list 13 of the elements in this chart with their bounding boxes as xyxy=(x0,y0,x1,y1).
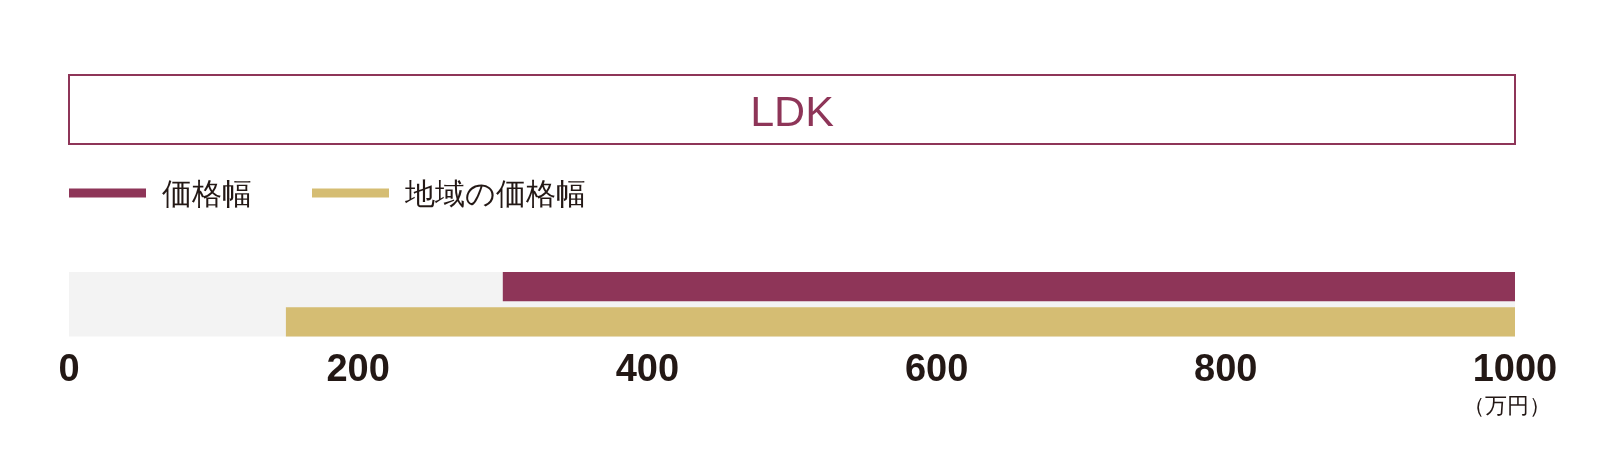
x-tick-label: 800 xyxy=(1194,347,1258,389)
legend-label: 地域の価格幅 xyxy=(404,177,586,210)
x-tick-label: 200 xyxy=(326,347,390,389)
legend-item: 価格幅 xyxy=(69,177,252,210)
legend-item: 地域の価格幅 xyxy=(312,177,586,210)
x-tick-label: 400 xyxy=(615,347,680,389)
legend-label: 価格幅 xyxy=(162,177,252,210)
xlabel: （万円） xyxy=(1463,393,1551,418)
title: LDK xyxy=(68,74,1516,145)
x-tick-label: 0 xyxy=(58,347,80,389)
x-tick-label: 1000 xyxy=(1472,347,1558,389)
x-tick-label: 600 xyxy=(904,347,969,389)
chart-title: LDK xyxy=(750,86,835,135)
